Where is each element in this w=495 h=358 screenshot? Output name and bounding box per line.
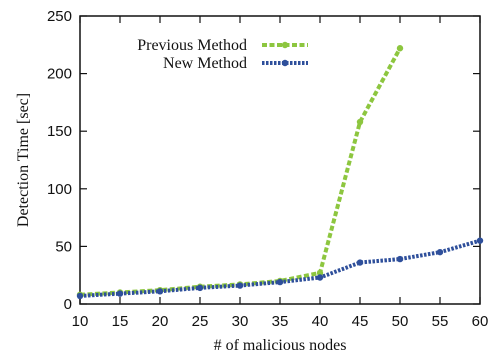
new-method-point — [316, 274, 324, 281]
x-tick-label: 20 — [152, 313, 169, 330]
previous-method-line — [79, 47, 402, 297]
new-method-point — [76, 292, 84, 300]
new-method-point — [356, 259, 364, 266]
x-tick-label: 15 — [112, 313, 129, 330]
new-method-point — [116, 290, 124, 297]
previous-method-legend-marker — [281, 41, 289, 49]
x-tick-label: 50 — [392, 313, 409, 330]
new-method-legend-marker — [281, 59, 289, 67]
new-method-legend-label: New Method — [163, 55, 247, 72]
new-method-point — [476, 237, 484, 244]
y-tick-label: 200 — [47, 66, 72, 83]
y-axis-ticks: 0 50 100 150 200 250 — [47, 8, 480, 313]
plot-area-frame — [79, 15, 481, 305]
new-method-point — [276, 278, 284, 286]
x-tick-label: 25 — [192, 313, 209, 330]
x-tick-label: 30 — [232, 313, 249, 330]
new-method-point — [156, 288, 164, 295]
y-tick-label: 100 — [47, 181, 72, 198]
y-tick-label: 250 — [47, 8, 72, 25]
previous-method-point — [396, 45, 404, 52]
x-tick-label: 40 — [312, 313, 329, 330]
y-axis-title: Detection Time [sec] — [15, 93, 32, 227]
x-axis-title: # of malicious nodes — [214, 337, 347, 354]
new-method-point — [236, 282, 244, 289]
x-tick-label: 60 — [472, 313, 489, 330]
previous-method-legend-label: Previous Method — [137, 37, 247, 54]
x-tick-label: 10 — [72, 313, 89, 330]
new-method-line — [79, 238, 481, 298]
new-method-point — [396, 255, 404, 263]
series-layer — [76, 45, 484, 300]
y-tick-label: 0 — [64, 296, 72, 313]
x-axis-ticks: 10 15 20 25 30 35 40 45 50 55 60 — [72, 16, 489, 330]
y-tick-label: 50 — [55, 238, 72, 255]
x-tick-label: 55 — [432, 313, 449, 330]
new-method-point — [196, 284, 204, 292]
y-tick-label: 150 — [47, 123, 72, 140]
previous-method-point — [356, 118, 364, 126]
previous-method-point — [316, 269, 324, 277]
x-tick-label: 35 — [272, 313, 289, 330]
x-tick-label: 45 — [352, 313, 369, 330]
new-method-point — [436, 248, 444, 256]
